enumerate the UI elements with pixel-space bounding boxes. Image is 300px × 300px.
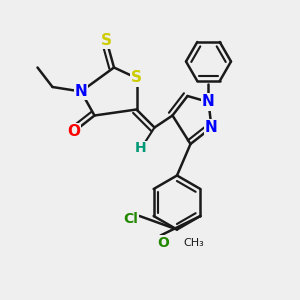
Text: CH₃: CH₃ [183, 238, 204, 248]
Text: Cl: Cl [123, 212, 138, 226]
Text: N: N [202, 94, 215, 110]
Text: H: H [135, 142, 147, 155]
Text: O: O [67, 124, 80, 140]
Text: N: N [75, 84, 87, 99]
Text: N: N [205, 120, 218, 135]
Text: S: S [101, 33, 112, 48]
Text: S: S [131, 70, 142, 86]
Text: O: O [158, 236, 169, 250]
